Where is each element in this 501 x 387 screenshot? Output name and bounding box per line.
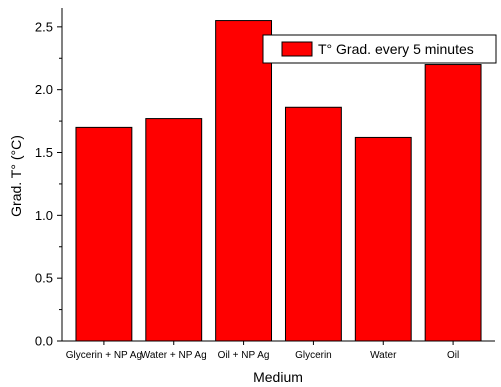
y-tick-label: 1.0 [35,208,53,223]
bar [354,136,412,342]
bar [215,20,273,342]
y-tick-label: 0.5 [35,271,53,286]
x-category-label: Water + NP Ag [141,350,207,361]
x-category-label: Glycerin + NP Ag [66,350,142,361]
y-axis-ticks: 0.0 0.5 1.0 1.5 2.0 2.5 [35,19,62,349]
y-tick-label: 2.0 [35,82,53,97]
x-category-label: Water [370,350,397,361]
legend-swatch [281,41,313,57]
bar [284,106,342,342]
bar [424,64,482,342]
y-tick-label: 0.0 [35,334,53,349]
y-axis-title: Grad. T° (°C) [8,135,24,217]
x-category-label: Oil + NP Ag [218,350,270,361]
bar [75,126,133,342]
x-axis-title: Medium [253,369,303,385]
bar [145,118,203,342]
x-category-label: Oil [447,350,459,361]
y-tick-label: 2.5 [35,19,53,34]
y-tick-label: 1.5 [35,145,53,160]
legend: T° Grad. every 5 minutes [262,34,497,64]
bars-group [75,20,482,342]
x-category-label: Glycerin [295,350,332,361]
legend-label: T° Grad. every 5 minutes [318,41,474,57]
